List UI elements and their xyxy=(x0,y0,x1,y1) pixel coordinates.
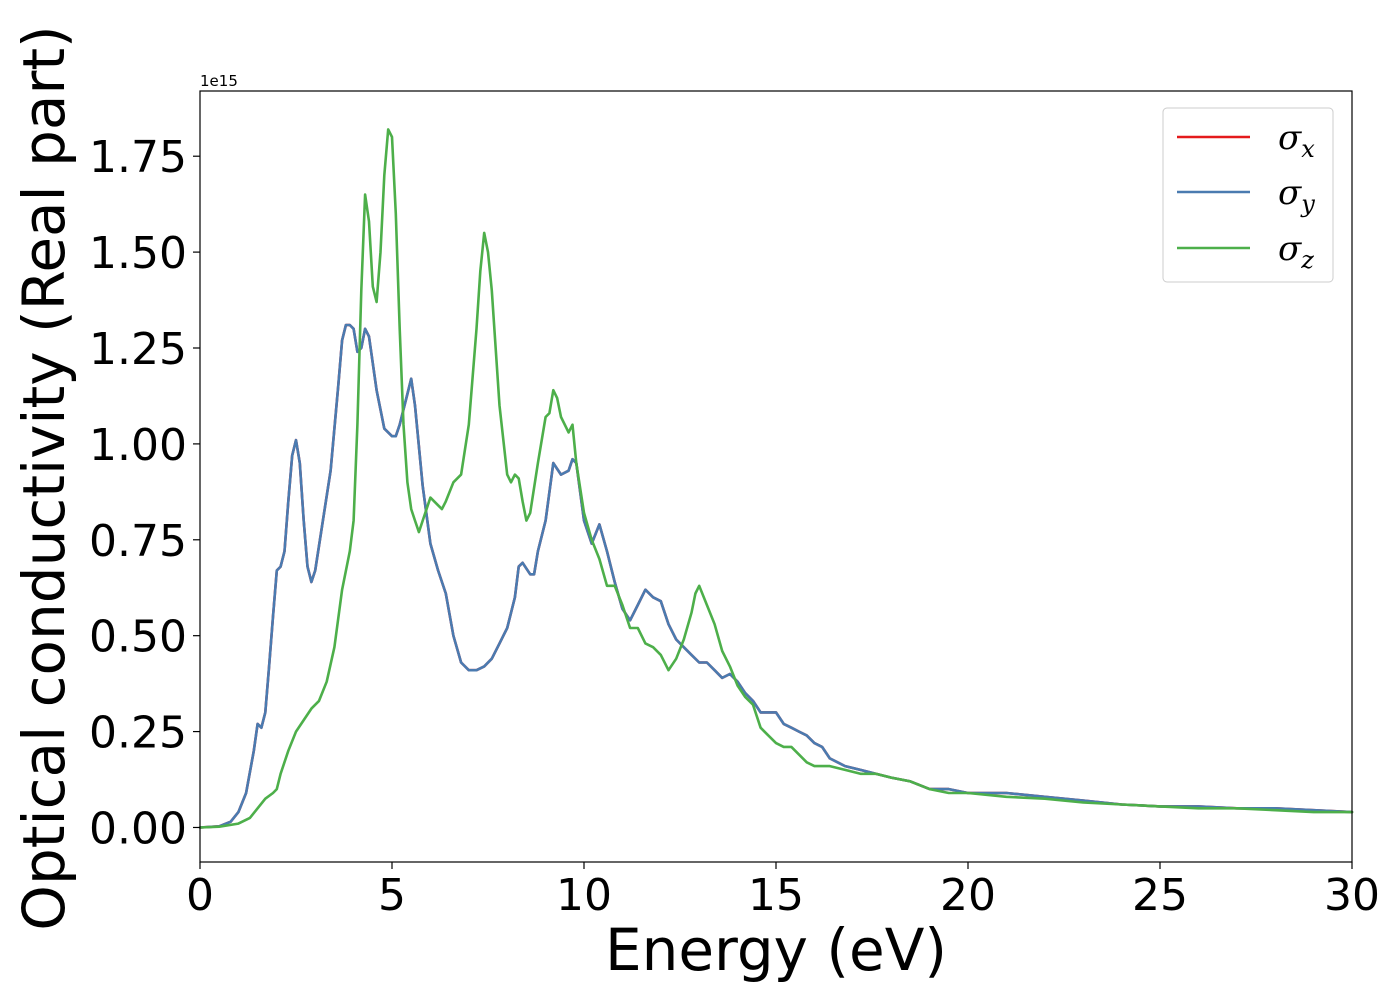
y-tick-label: 1.75 xyxy=(89,132,187,183)
legend-symbol: σ xyxy=(1278,229,1302,269)
legend-label-x: σx xyxy=(1278,118,1315,163)
x-tick-label: 30 xyxy=(1324,870,1380,921)
y-offset-label: 1e15 xyxy=(200,72,238,90)
legend-symbol: σ xyxy=(1278,173,1302,213)
legend-box xyxy=(1162,107,1334,283)
legend-symbol: σ xyxy=(1278,118,1302,158)
x-tick-label: 15 xyxy=(748,870,804,921)
y-tick-label: 0.00 xyxy=(89,803,187,854)
y-tick-label: 1.25 xyxy=(89,324,187,375)
y-tick-label: 0.75 xyxy=(89,516,187,567)
x-axis: 0 5 10 15 20 25 30 xyxy=(186,862,1380,921)
series-line-z xyxy=(198,128,1354,829)
x-tick-label: 0 xyxy=(186,870,214,921)
legend-label-y: σy xyxy=(1278,173,1315,218)
legend-subscript: x xyxy=(1301,135,1315,163)
x-tick-label: 5 xyxy=(378,870,406,921)
x-tick-label: 25 xyxy=(1132,870,1188,921)
y-tick-label: 1.00 xyxy=(89,420,187,471)
series-layer xyxy=(198,128,1354,829)
y-axis-label: Optical conductivity (Real part) xyxy=(10,25,78,930)
y-tick-label: 0.25 xyxy=(89,708,187,759)
series-line-y xyxy=(198,323,1354,829)
legend-label-z: σz xyxy=(1278,229,1314,274)
y-axis: 0.00 0.25 0.50 0.75 1.00 1.25 1.50 1.75 xyxy=(89,132,200,854)
x-tick-label: 10 xyxy=(556,870,612,921)
legend-subscript: z xyxy=(1300,246,1314,274)
y-tick-label: 1.50 xyxy=(89,228,187,279)
y-tick-label: 0.50 xyxy=(89,612,187,663)
legend-subscript: y xyxy=(1300,190,1315,218)
x-tick-label: 20 xyxy=(940,870,996,921)
x-axis-label: Energy (eV) xyxy=(605,916,947,984)
